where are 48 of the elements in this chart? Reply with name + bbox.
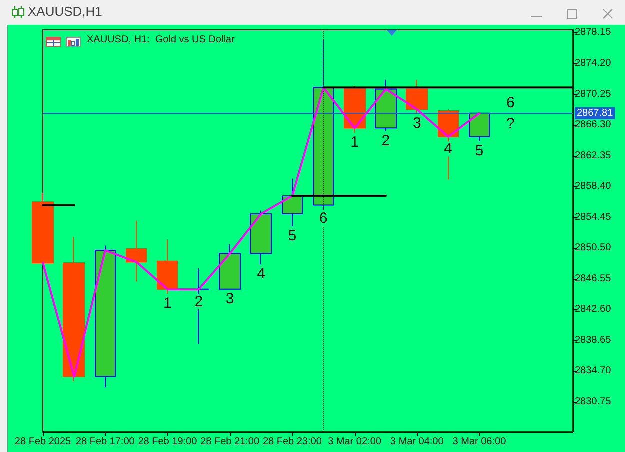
text: 3: [412, 115, 422, 132]
annotation: ?: [506, 115, 515, 132]
candlestick: [282, 178, 303, 227]
y-tick-label: 2866.30: [575, 120, 612, 131]
candlestick: [95, 245, 116, 388]
candlestick: [32, 192, 54, 264]
candlestick: [219, 244, 241, 290]
x-tick-label: 28 Feb 23:00: [262, 436, 322, 448]
text: 4: [444, 140, 452, 158]
chart-subtitle: XAUUSD, H1: Gold vs US Dollar: [87, 34, 236, 46]
x-tick-label: 28 Feb 21:00: [200, 436, 260, 448]
candlestick: [469, 112, 490, 142]
x-tick-label: 28 Feb 19:00: [138, 436, 198, 448]
text: 5: [475, 142, 484, 160]
x-tick-label: 3 Mar 06:00: [452, 436, 507, 448]
y-tick-label: 2854.45: [575, 212, 612, 223]
y-tick-label: 2834.70: [575, 366, 612, 377]
text: 2: [194, 293, 204, 310]
y-tick-label: 2870.25: [575, 88, 612, 100]
y-tick-label: 2858.40: [575, 181, 612, 192]
annotation: 6: [319, 210, 328, 228]
candlestick: [126, 220, 147, 282]
candlestick: [157, 239, 178, 295]
x-tick-label: 3 Mar 04:00: [390, 436, 444, 448]
text: 4: [257, 266, 266, 282]
chart-title: XAUUSD,H1: [28, 4, 102, 20]
candlestick: [406, 79, 428, 115]
y-tick-label: 2842.60: [575, 304, 612, 316]
ref-line-label: 2867.81: [577, 108, 614, 119]
text: 1: [350, 134, 359, 151]
text: 2: [382, 132, 390, 150]
y-tick-label: 2878.15: [575, 27, 612, 38]
y-tick-label: 2846.55: [575, 273, 612, 284]
y-tick-label: 2838.65: [575, 334, 612, 346]
x-tick-label: 28 Feb 2025: [14, 436, 72, 448]
y-tick-label: 2874.20: [575, 58, 612, 69]
y-tick-label: 2830.75: [575, 396, 612, 408]
text: 6: [506, 94, 515, 112]
x-tick-label: 3 Mar 02:00: [328, 436, 382, 448]
y-tick-label: 2862.35: [575, 150, 612, 162]
y-tick-label: 2850.50: [575, 242, 612, 254]
text: 5: [288, 227, 297, 244]
candlestick: [250, 210, 272, 265]
candlestick: [375, 79, 397, 132]
text: 3: [226, 290, 234, 308]
candlestick: [63, 236, 85, 382]
text: 1: [164, 295, 172, 312]
x-tick-label: 28 Feb 17:00: [76, 436, 136, 448]
